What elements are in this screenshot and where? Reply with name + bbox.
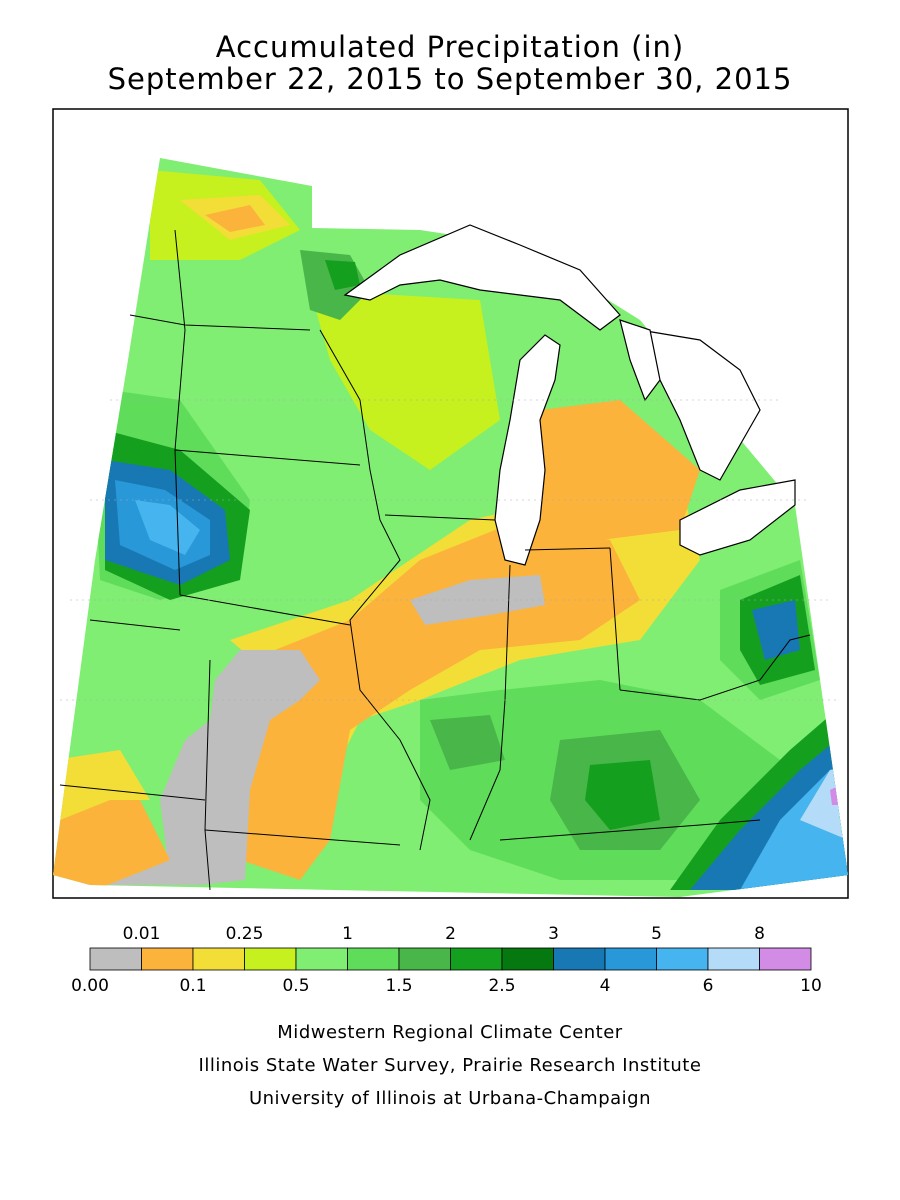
legend-lower-label: 4	[575, 976, 635, 996]
credit-line-1: Midwestern Regional Climate Center	[0, 1022, 900, 1043]
legend-lower-label: 1.5	[369, 976, 429, 996]
legend-swatch	[502, 948, 554, 970]
legend-swatch	[708, 948, 760, 970]
credit-line-3: University of Illinois at Urbana-Champai…	[0, 1088, 900, 1109]
legend-swatch	[90, 948, 142, 970]
legend-swatch	[245, 948, 297, 970]
legend-swatch	[142, 948, 194, 970]
legend-swatch	[193, 948, 245, 970]
legend-upper-label: 0.01	[112, 924, 172, 944]
legend-swatch	[399, 948, 451, 970]
legend-swatch	[760, 948, 812, 970]
legend-swatch	[657, 948, 709, 970]
legend-swatch	[296, 948, 348, 970]
legend-upper-label: 2	[421, 924, 481, 944]
legend-lower-label: 2.5	[472, 976, 532, 996]
legend-lower-label: 6	[678, 976, 738, 996]
legend-lower-label: 0.5	[266, 976, 326, 996]
legend-upper-label: 8	[730, 924, 790, 944]
legend-upper-label: 1	[318, 924, 378, 944]
legend-swatch	[605, 948, 657, 970]
legend-swatch	[554, 948, 606, 970]
legend-lower-label: 10	[781, 976, 841, 996]
credit-line-2: Illinois State Water Survey, Prairie Res…	[0, 1055, 900, 1076]
legend-upper-label: 0.25	[215, 924, 275, 944]
legend-swatch	[451, 948, 503, 970]
legend-upper-label: 3	[524, 924, 584, 944]
legend-color-bar	[90, 948, 811, 970]
legend-lower-label: 0.1	[163, 976, 223, 996]
legend-swatch	[348, 948, 400, 970]
legend-upper-label: 5	[627, 924, 687, 944]
legend-lower-label: 0.00	[60, 976, 120, 996]
